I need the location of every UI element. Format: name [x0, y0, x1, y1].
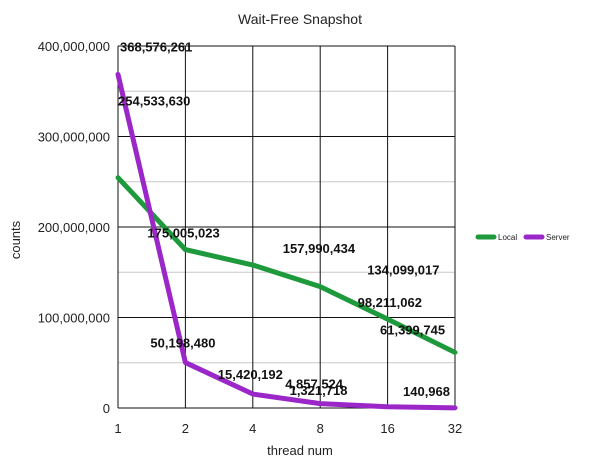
data-label: 140,968	[403, 384, 450, 399]
series-lines	[115, 71, 458, 411]
x-tick-label: 1	[114, 421, 121, 436]
data-label: 15,420,192	[218, 367, 283, 382]
y-axis-label: counts	[8, 220, 23, 259]
data-label: 50,198,480	[150, 336, 215, 351]
x-axis-label: thread num	[267, 443, 333, 458]
series-line-local	[115, 175, 458, 355]
y-axis-ticks: 0 100,000,000 200,000,000 300,000,000 400,00…	[38, 39, 110, 416]
legend-label: Local	[498, 233, 517, 242]
series-line-server	[115, 71, 458, 411]
data-label: 368,576,261	[120, 39, 192, 54]
y-tick-label: 300,000,000	[38, 130, 110, 145]
x-tick-label: 2	[182, 421, 189, 436]
data-label: 134,099,017	[367, 263, 439, 278]
data-label: 1,321,718	[290, 383, 348, 398]
data-label: 4,857,524	[285, 377, 344, 392]
x-tick-label: 4	[249, 421, 256, 436]
y-tick-label: 400,000,000	[38, 39, 110, 54]
chart-title: Wait-Free Snapshot	[238, 11, 362, 27]
data-labels: 254,533,630 175,005,023 157,990,434 134,099…	[118, 39, 450, 398]
data-label: 157,990,434	[283, 241, 356, 256]
x-tick-label: 16	[380, 421, 394, 436]
x-tick-label: 8	[317, 421, 324, 436]
data-label: 254,533,630	[118, 94, 190, 109]
data-label: 175,005,023	[147, 226, 219, 241]
data-label: 98,211,062	[358, 295, 422, 310]
y-tick-label: 0	[103, 401, 110, 416]
x-axis-ticks: 1 2 4 8 16 32	[114, 421, 462, 436]
legend: Local Server	[475, 233, 570, 242]
x-tick-label: 32	[448, 421, 462, 436]
y-tick-label: 200,000,000	[38, 220, 110, 235]
legend-label: Server	[546, 233, 570, 242]
y-tick-label: 100,000,000	[38, 311, 110, 326]
data-label: 61,399,745	[380, 322, 445, 337]
